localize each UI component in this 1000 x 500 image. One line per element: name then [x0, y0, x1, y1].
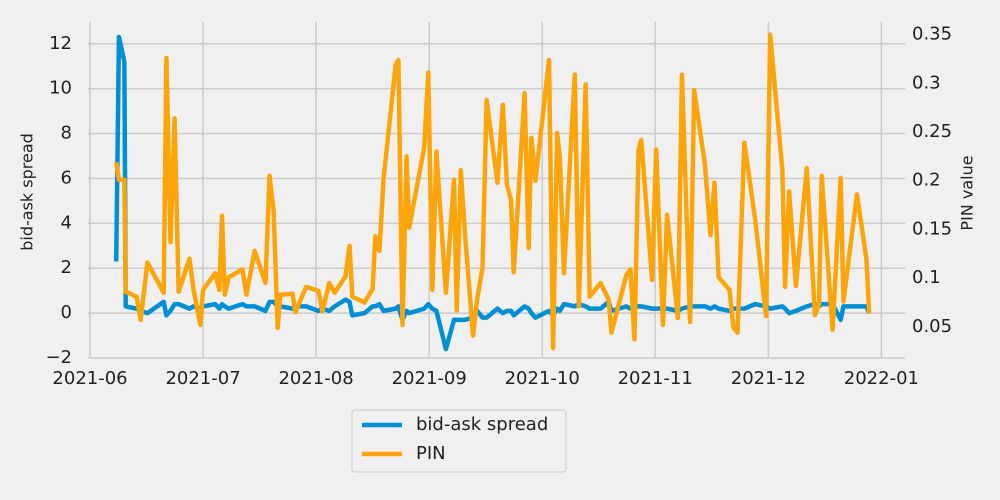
- legend-label: bid-ask spread: [416, 414, 548, 435]
- x-tick-label: 2021-11: [618, 368, 693, 389]
- y2-tick-label: 0.3: [912, 72, 941, 93]
- y2-tick-label: 0.25: [912, 121, 952, 142]
- y2-tick-label: 0.15: [912, 218, 952, 239]
- y2-tick-label: 0.35: [912, 24, 952, 45]
- legend-label: PIN: [416, 443, 446, 464]
- x-tick-label: 2021-09: [392, 368, 467, 389]
- x-tick-label: 2022-01: [844, 368, 919, 389]
- labels: 2021-06 2021-07 2021-08 2021-09 2021-10 2021-…: [45, 24, 952, 389]
- y-tick-label: 12: [49, 33, 72, 54]
- y-tick-label: −2: [45, 347, 72, 368]
- y2-tick-label: 0.05: [912, 316, 952, 337]
- x-tick-label: 2021-12: [731, 368, 806, 389]
- y-tick-label: 2: [61, 257, 72, 278]
- x-tick-label: 2021-08: [278, 368, 353, 389]
- y-tick-label: 6: [61, 167, 72, 188]
- x-tick-label: 2021-07: [165, 368, 240, 389]
- y-tick-label: 8: [61, 123, 72, 144]
- y2-axis-label: PIN value: [958, 155, 977, 230]
- x-tick-label: 2021-06: [52, 368, 127, 389]
- y2-tick-label: 0.1: [912, 267, 941, 288]
- plot-lines: [113, 32, 872, 352]
- series-line: [113, 32, 872, 351]
- y-tick-label: 4: [61, 212, 72, 233]
- y-tick-label: 0: [61, 302, 72, 323]
- x-tick-label: 2021-10: [505, 368, 580, 389]
- y-axis-label: bid-ask spread: [18, 133, 37, 251]
- y2-tick-label: 0.2: [912, 170, 941, 191]
- y-tick-label: 10: [49, 78, 72, 99]
- legend-box: [351, 409, 567, 473]
